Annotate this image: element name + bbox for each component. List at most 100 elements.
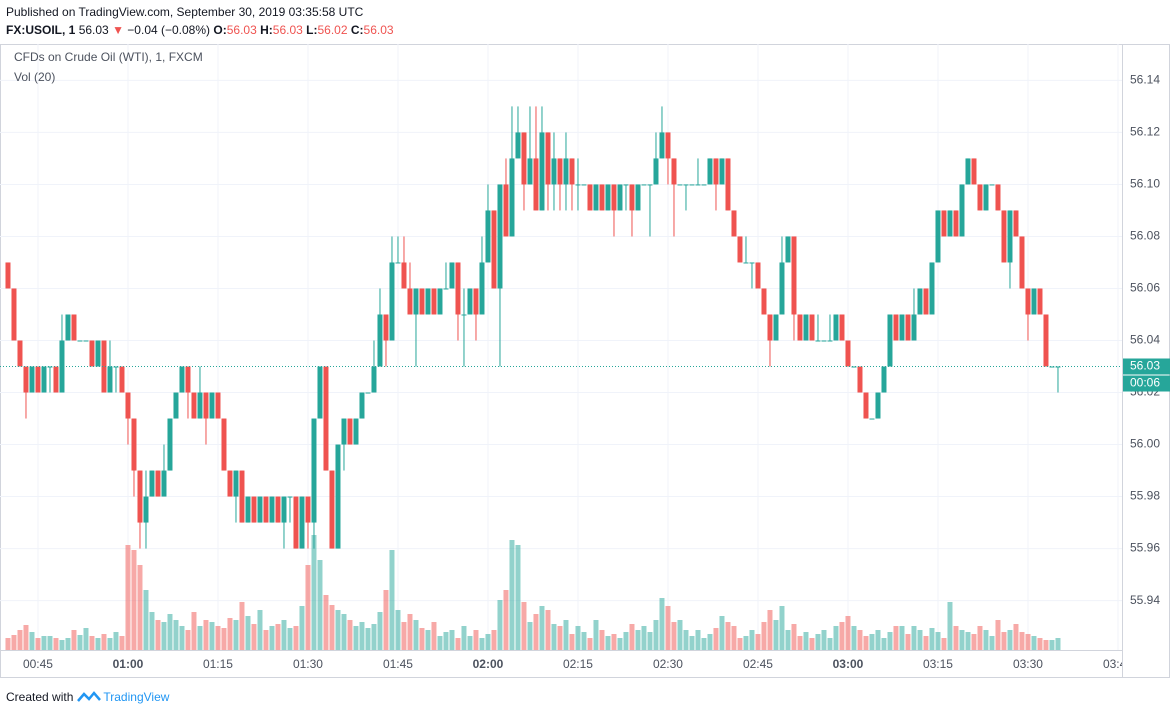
y-tick-label: 56.10: [1130, 177, 1160, 191]
candle-body: [1013, 210, 1019, 237]
volume-bar: [125, 545, 131, 650]
candle-body: [887, 314, 893, 367]
volume-bar: [869, 634, 875, 650]
candle-body: [629, 184, 635, 211]
candle-body: [299, 496, 305, 549]
candle-body: [1037, 288, 1043, 315]
volume-bar: [899, 626, 905, 650]
volume-bar: [191, 612, 197, 650]
candle-body: [413, 288, 419, 315]
candle-body: [269, 496, 275, 523]
candle-body: [443, 288, 449, 290]
x-tick-label: 03:15: [923, 657, 953, 671]
y-tick-label: 56.14: [1130, 73, 1160, 87]
candle-body: [527, 158, 533, 185]
candle-body: [713, 158, 719, 185]
o-value: 56.03: [226, 23, 257, 37]
candle-body: [569, 158, 575, 185]
candle-body: [101, 340, 107, 393]
volume-bar: [371, 624, 377, 650]
candle-body: [701, 184, 707, 186]
volume-bar: [245, 616, 251, 650]
volume-bar: [335, 610, 341, 650]
candle-body: [587, 184, 593, 211]
candle-body: [917, 288, 923, 315]
candle-body: [203, 392, 209, 419]
volume-bar: [521, 602, 527, 650]
volume-bar: [383, 590, 389, 650]
volume-bar: [749, 630, 755, 650]
candle-body: [401, 262, 407, 289]
volume-bar: [635, 630, 641, 650]
candle-body: [743, 262, 749, 264]
candle-body: [365, 392, 371, 394]
countdown-tag: [1123, 375, 1170, 392]
volume-bar: [479, 638, 485, 650]
volume-bar: [119, 636, 125, 650]
candle-body: [11, 288, 17, 341]
volume-title: Vol (20): [14, 70, 56, 84]
candle-body: [431, 288, 437, 315]
candle-body: [755, 262, 761, 289]
candle-body: [761, 288, 767, 315]
candle-body: [659, 132, 665, 159]
candle-body: [869, 418, 875, 420]
candle-body: [89, 340, 95, 367]
volume-bar: [977, 626, 983, 650]
price-tag-label: 56.03: [1130, 359, 1160, 373]
volume-bar: [665, 606, 671, 650]
y-tick-label: 55.94: [1130, 593, 1160, 607]
volume-bar: [389, 550, 395, 650]
volume-bar: [953, 626, 959, 650]
volume-bar: [101, 634, 107, 650]
volume-bar: [767, 610, 773, 650]
volume-bar: [317, 560, 323, 650]
volume-bar: [497, 600, 503, 650]
candle-body: [995, 184, 1001, 211]
candle-body: [71, 314, 77, 341]
candle-body: [785, 236, 791, 263]
volume-bar: [413, 620, 419, 650]
volume-bar: [671, 622, 677, 650]
candle-body: [377, 314, 383, 367]
candle-body: [497, 184, 503, 289]
volume-bar: [743, 636, 749, 650]
volume-bar: [11, 635, 17, 650]
o-label: O:: [213, 23, 227, 37]
volume-bar: [947, 602, 953, 650]
last-price: 56.03: [78, 23, 109, 37]
candle-body: [329, 470, 335, 549]
candle-body: [449, 262, 455, 289]
volume-bar: [77, 635, 83, 650]
volume-bar: [227, 618, 233, 650]
volume-bar: [17, 630, 23, 650]
candle-body: [791, 236, 797, 315]
x-tick-label: 02:15: [563, 657, 593, 671]
volume-bar: [569, 634, 575, 650]
volume-bar: [653, 620, 659, 650]
candle-body: [305, 496, 311, 523]
volume-bar: [113, 632, 119, 650]
legend-title: CFDs on Crude Oil (WTI), 1, FXCM: [14, 50, 203, 64]
candle-body: [239, 470, 245, 523]
candle-body: [221, 418, 227, 471]
volume-bar: [1031, 636, 1037, 650]
candle-body: [383, 314, 389, 341]
countdown-label: 00:06: [1130, 376, 1160, 390]
x-tick-label: 01:00: [113, 657, 144, 671]
volume-bar: [791, 624, 797, 650]
volume-bar: [47, 636, 53, 650]
volume-bar: [701, 638, 707, 650]
volume-bar: [755, 634, 761, 650]
candle-body: [545, 132, 551, 185]
candle-body: [893, 314, 899, 341]
candle-body: [53, 366, 59, 393]
volume-bar: [731, 626, 737, 650]
candle-body: [833, 314, 839, 341]
candle-body: [737, 236, 743, 263]
candle-body: [509, 158, 515, 237]
frame: [0, 44, 1170, 678]
volume-bar: [161, 622, 167, 650]
candle-body: [173, 392, 179, 419]
